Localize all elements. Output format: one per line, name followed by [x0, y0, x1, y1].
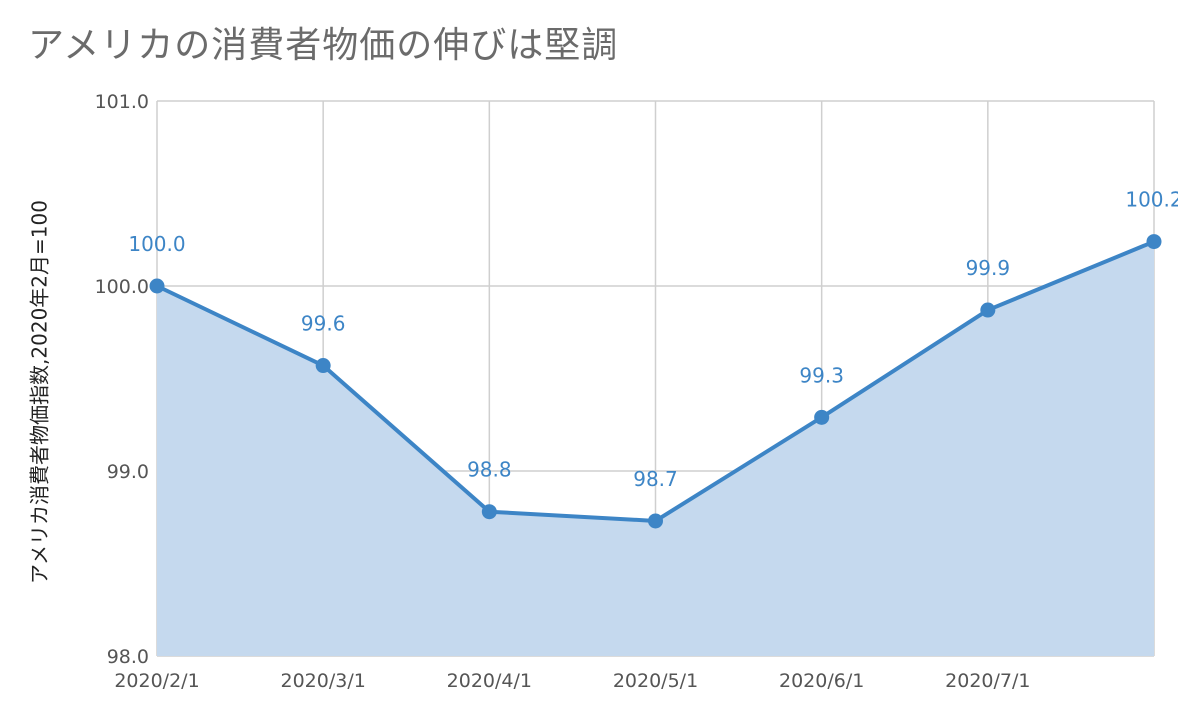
- data-label: 99.9: [966, 256, 1011, 280]
- data-point: [481, 504, 497, 520]
- data-point: [315, 358, 331, 374]
- data-point: [648, 513, 663, 529]
- x-tick-label: 2020/6/1: [779, 670, 864, 692]
- y-tick-label: 98.0: [107, 646, 149, 668]
- data-label: 100.0: [128, 232, 185, 256]
- chart-title: アメリカの消費者物価の伸びは堅調: [28, 25, 619, 66]
- label-layer: 100.0 99.6 98.8 98.7 99.3 99.9 100.2: [128, 188, 1178, 491]
- x-tick-label: 2020/3/1: [280, 670, 365, 692]
- data-label: 98.8: [467, 458, 512, 482]
- data-label: 99.3: [799, 363, 844, 387]
- data-point: [1146, 234, 1162, 250]
- x-tick-label: 2020/7/1: [945, 670, 1030, 692]
- data-label: 100.2: [1125, 188, 1178, 212]
- point-layer: [149, 234, 1162, 529]
- x-tick-label: 2020/4/1: [447, 670, 532, 692]
- y-tick-label: 100.0: [95, 276, 149, 298]
- x-tick-label: 2020/2/1: [114, 670, 199, 692]
- y-tick-label: 101.0: [95, 91, 149, 113]
- data-label: 99.6: [301, 312, 346, 336]
- series-area: [157, 241, 1154, 656]
- data-point: [980, 302, 996, 318]
- x-tick-label: 2020/5/1: [613, 670, 698, 692]
- data-point: [814, 409, 830, 425]
- data-label: 98.7: [633, 467, 678, 491]
- data-point: [149, 278, 165, 294]
- area-layer: [157, 241, 1154, 656]
- y-tick-label: 99.0: [107, 461, 149, 483]
